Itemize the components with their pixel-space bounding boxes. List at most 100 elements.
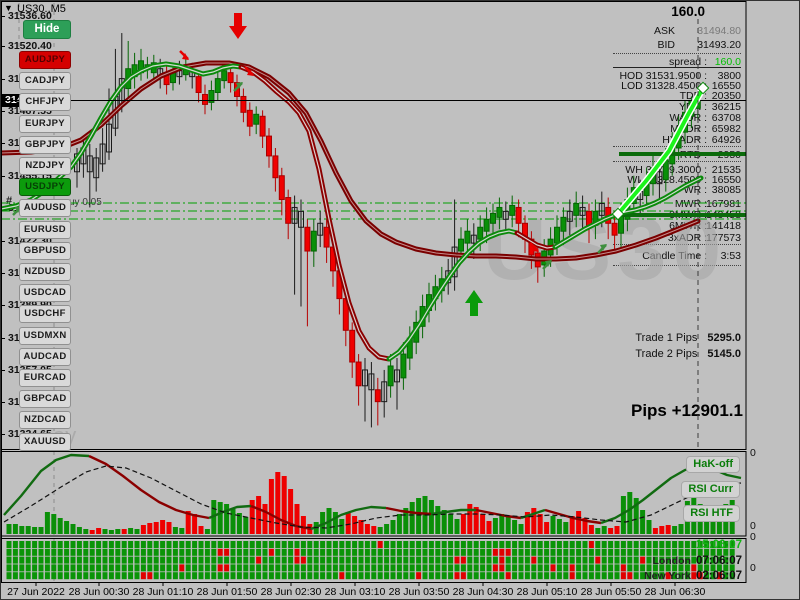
htf-cell [550,548,556,556]
indicator-histogram-bar [339,519,345,534]
sidebar-item-usdjpy[interactable]: USDJPY [19,178,71,197]
sidebar-item-audusd[interactable]: AUDUSD [19,199,71,218]
htf-cell [6,572,12,580]
htf-cell [51,556,57,564]
htf-cell [486,541,492,548]
htf-cell [620,572,626,580]
htf-cell [556,556,562,564]
sidebar-item-usdchf[interactable]: USDCHF [19,305,71,324]
session-clock: New York 02:06:07 [644,570,742,582]
htf-cell [300,556,306,564]
htf-cell [441,548,447,556]
info-value: 3:53 [720,250,741,262]
htf-cell [652,556,658,564]
sidebar-item-eurjpy[interactable]: EURJPY [19,114,71,133]
indicator-button-rsi-htf[interactable]: RSI HTF [683,505,740,522]
sidebar-item-nzdjpy[interactable]: NZDJPY [19,157,71,175]
sidebar-item-audjpy[interactable]: AUDJPY [19,51,71,69]
indicator-histogram-bar [89,530,95,534]
htf-cell [652,548,658,556]
indicator-histogram-bar [396,514,402,534]
htf-cell [307,556,313,564]
indicator-histogram-bar [448,514,454,534]
sidebar-item-nzdusd[interactable]: NZDUSD [19,263,71,281]
indicator-histogram-bar [665,525,671,534]
htf-cell [601,548,607,556]
htf-cell [300,564,306,572]
sidebar-item-gbpcad[interactable]: GBPCAD [19,390,71,409]
sidebar-item-cadjpy[interactable]: CADJPY [19,72,71,91]
indicator-histogram-bar [147,523,153,534]
info-value: 31494.80 [697,25,741,37]
indicator-button-hak-off[interactable]: HaK-off [686,456,740,473]
htf-cell [358,548,364,556]
subpanel-axis-zero: 0 [750,447,756,459]
indicator-histogram-bar [480,514,486,534]
htf-cell [422,572,428,580]
htf-cell [64,548,70,556]
sidebar-item-audcad[interactable]: AUDCAD [19,347,71,366]
htf-cell [614,556,620,564]
htf-cell [345,541,351,548]
sidebar-item-eurcad[interactable]: EURCAD [19,369,71,387]
htf-cell [211,556,217,564]
time-axis-label: 28 Jun 02:30 [260,586,322,598]
sidebar-item-chfjpy[interactable]: CHFJPY [19,93,71,112]
htf-cell [608,548,614,556]
htf-cell [44,541,50,548]
htf-cell [582,548,588,556]
sidebar-item-usdcad[interactable]: USDCAD [19,284,71,303]
candle-body [611,222,618,236]
htf-cell [537,541,543,548]
htf-cell [12,572,18,580]
session-clock: 15:06:07 [696,539,742,551]
clock-time: 07:06:07 [695,555,742,567]
indicator-histogram-bar [275,472,281,534]
clock-time: 15:06:07 [695,539,742,551]
price-tick [1,402,5,403]
htf-cell [672,541,678,548]
htf-cell [467,564,473,572]
indicator-histogram-bar [556,519,562,534]
sidebar-item-eurusd[interactable]: EURUSD [19,220,71,239]
htf-cell [300,541,306,548]
htf-cell [569,548,575,556]
candle-body [470,234,477,244]
symbol-dropdown-icon[interactable]: ▼ [4,3,13,13]
indicator-histogram-bar [288,489,294,534]
htf-cell [224,541,230,548]
htf-cell [32,541,38,548]
htf-cell [121,572,127,580]
htf-cell [416,548,422,556]
sidebar-item-gbpjpy[interactable]: GBPJPY [19,135,71,154]
htf-cell [729,564,735,572]
indicator-button-rsi-curr[interactable]: RSI Curr [681,481,740,498]
sidebar-item-usdmxn[interactable]: USDMXN [19,326,71,345]
sidebar-item-xauusd[interactable]: XAUUSD [19,432,71,451]
htf-cell [729,541,735,548]
htf-cell [121,564,127,572]
htf-cell [96,541,102,548]
htf-cell [313,572,319,580]
htf-cell [499,564,505,572]
candle-body [285,197,292,224]
htf-cell [243,564,249,572]
htf-cell [422,541,428,548]
indicator-histogram-bar [102,529,108,534]
htf-cell [396,556,402,564]
htf-cell [697,572,703,580]
htf-cell [179,572,185,580]
indicator-histogram-bar [569,516,575,534]
htf-cell [256,556,262,564]
indicator-histogram-bar [70,524,76,534]
hide-button[interactable]: Hide [23,20,71,39]
trade1-row: Trade 1 Pips 5295.0 [635,332,741,344]
fast-ma-core [240,66,390,360]
htf-cell [288,564,294,572]
sidebar-item-gbpusd[interactable]: GBPUSD [19,241,71,260]
indicator-histogram-bar [121,529,127,534]
htf-cell [704,541,710,548]
sidebar-item-nzdcad[interactable]: NZDCAD [19,411,71,430]
arrow-head [600,244,607,251]
